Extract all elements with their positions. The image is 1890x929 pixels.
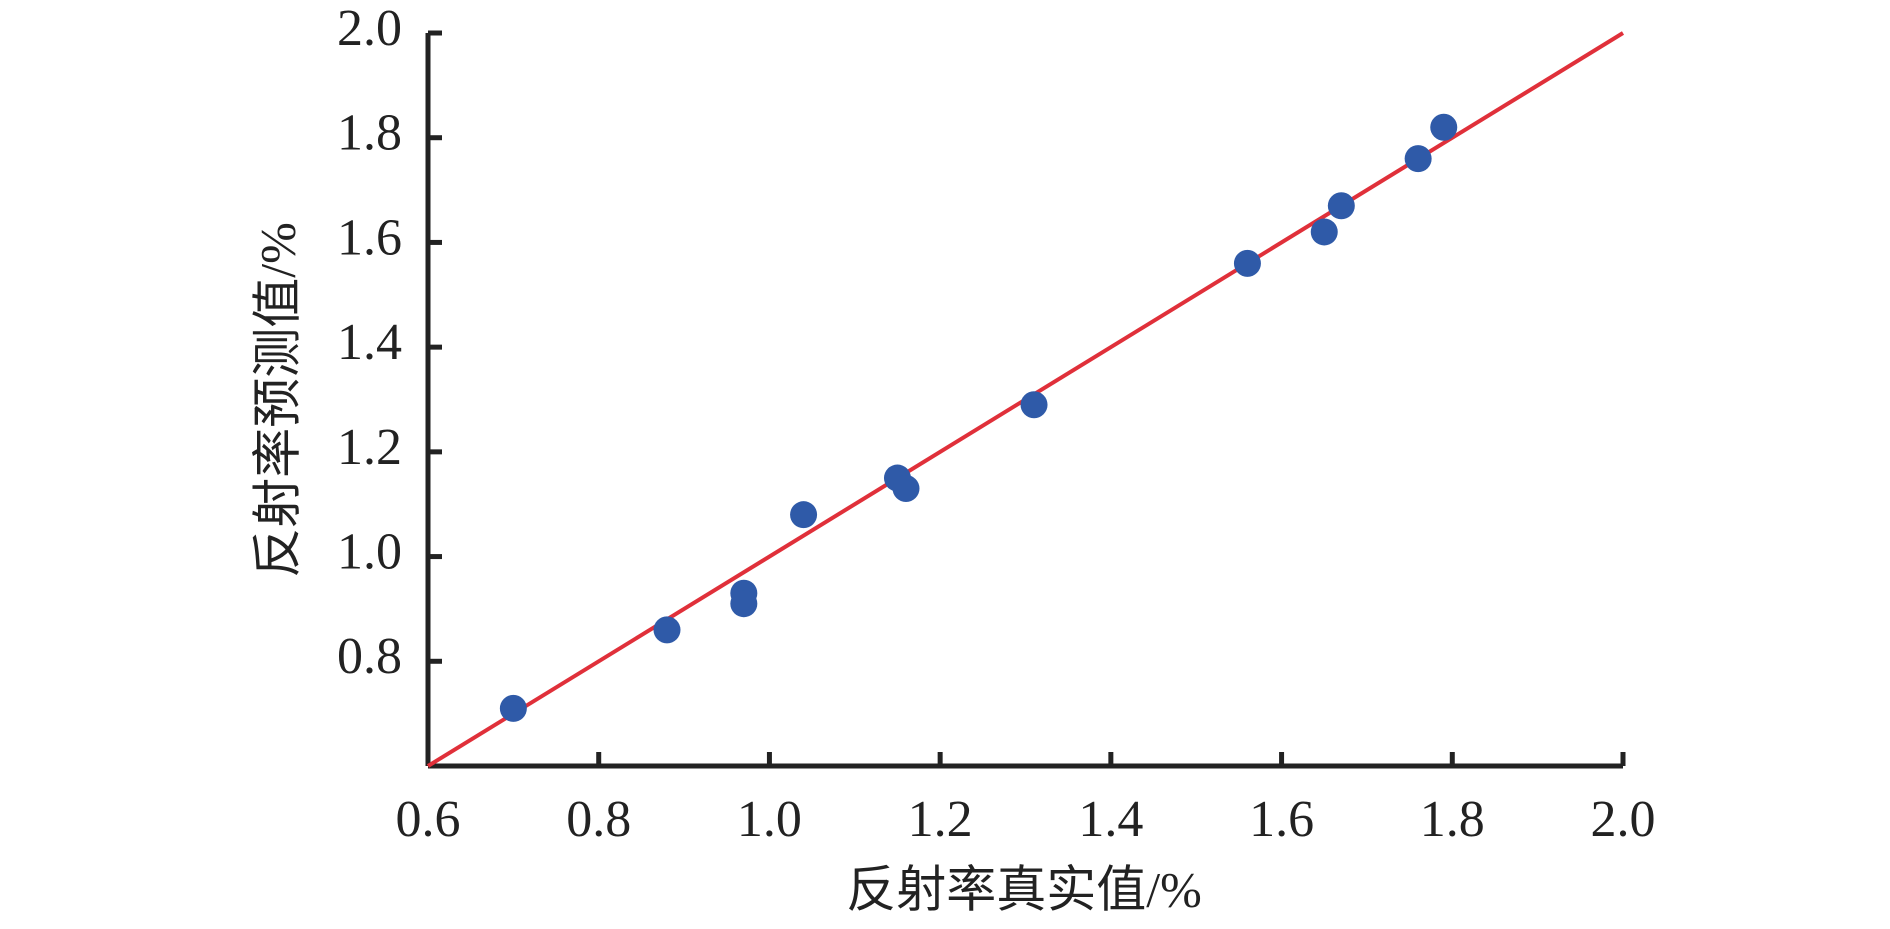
y-tick-label: 1.6 xyxy=(337,209,402,266)
y-tick-label: 1.2 xyxy=(337,419,402,476)
x-tick-label: 0.6 xyxy=(396,791,461,848)
x-tick-label: 2.0 xyxy=(1591,791,1656,848)
x-axis-title: 反射率真实值/% xyxy=(846,861,1202,917)
data-point xyxy=(653,616,681,644)
y-tick-label: 2.0 xyxy=(337,0,402,57)
data-point xyxy=(1430,113,1458,141)
y-tick-label: 1.8 xyxy=(337,105,402,162)
x-tick-label: 0.8 xyxy=(566,791,631,848)
x-tick-label: 1.4 xyxy=(1078,791,1143,848)
data-point xyxy=(892,475,920,503)
data-point xyxy=(499,694,527,722)
y-tick-label: 0.8 xyxy=(337,628,402,685)
data-point xyxy=(790,501,818,529)
x-tick-label: 1.2 xyxy=(908,791,973,848)
x-tick-label: 1.0 xyxy=(737,791,802,848)
x-tick-label: 1.6 xyxy=(1249,791,1314,848)
data-point xyxy=(730,590,758,618)
y-tick-label: 1.4 xyxy=(337,314,402,371)
data-point xyxy=(1233,249,1261,277)
data-point xyxy=(1020,391,1048,419)
data-point xyxy=(1404,145,1432,173)
y-axis-title: 反射率预测值/% xyxy=(249,222,305,578)
data-point xyxy=(1327,192,1355,220)
y-tick-label: 1.0 xyxy=(337,524,402,581)
data-point xyxy=(1310,218,1338,246)
x-tick-label: 1.8 xyxy=(1420,791,1485,848)
